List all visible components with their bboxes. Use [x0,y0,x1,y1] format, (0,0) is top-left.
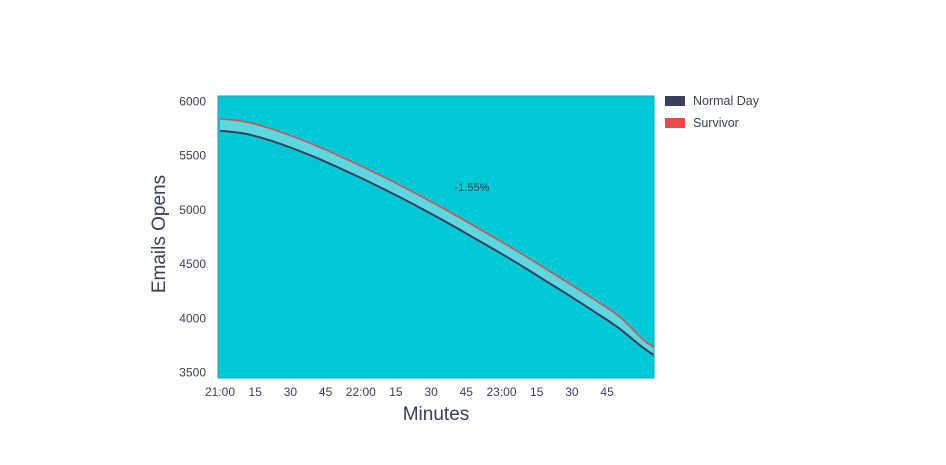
y-tick-label: 3500 [179,366,206,380]
x-tick-label: 30 [284,385,298,399]
y-tick-label: 5000 [179,203,206,217]
x-tick-label: 15 [249,385,263,399]
x-tick-label: 45 [319,385,333,399]
y-axis-title: Emails Opens [149,175,170,293]
x-tick-label: 45 [600,385,614,399]
series-line-normal-day [219,129,655,357]
x-tick-label: 15 [530,385,544,399]
x-tick-label: 30 [424,385,438,399]
legend-label-survivor: Survivor [693,116,739,130]
legend-label-normal-day: Normal Day [693,94,760,108]
plot-border [217,95,655,379]
series-line-survivor [219,118,655,349]
x-tick-label: 22:00 [346,385,376,399]
x-tick-label: 23:00 [486,385,516,399]
y-axis-ticks: 3500 4000 4500 5000 5500 6000 [179,94,206,379]
legend-swatch-survivor [665,118,685,128]
x-tick-label: 15 [389,385,403,399]
x-tick-label: 45 [460,385,474,399]
x-axis-title: Minutes [403,404,470,425]
y-tick-label: 6000 [179,94,206,108]
y-tick-label: 4500 [179,257,206,271]
legend-swatch-normal-day [665,96,685,106]
x-axis-ticks: 21:00 15 30 45 22:00 15 30 45 23:00 15 30 45 [205,385,614,399]
y-tick-label: 4000 [179,311,206,325]
difference-annotation: -1.55% [455,182,490,194]
x-tick-label: 21:00 [205,385,235,399]
y-tick-label: 5500 [179,149,206,163]
x-tick-label: 30 [565,385,579,399]
legend: Normal Day Survivor [665,94,760,130]
